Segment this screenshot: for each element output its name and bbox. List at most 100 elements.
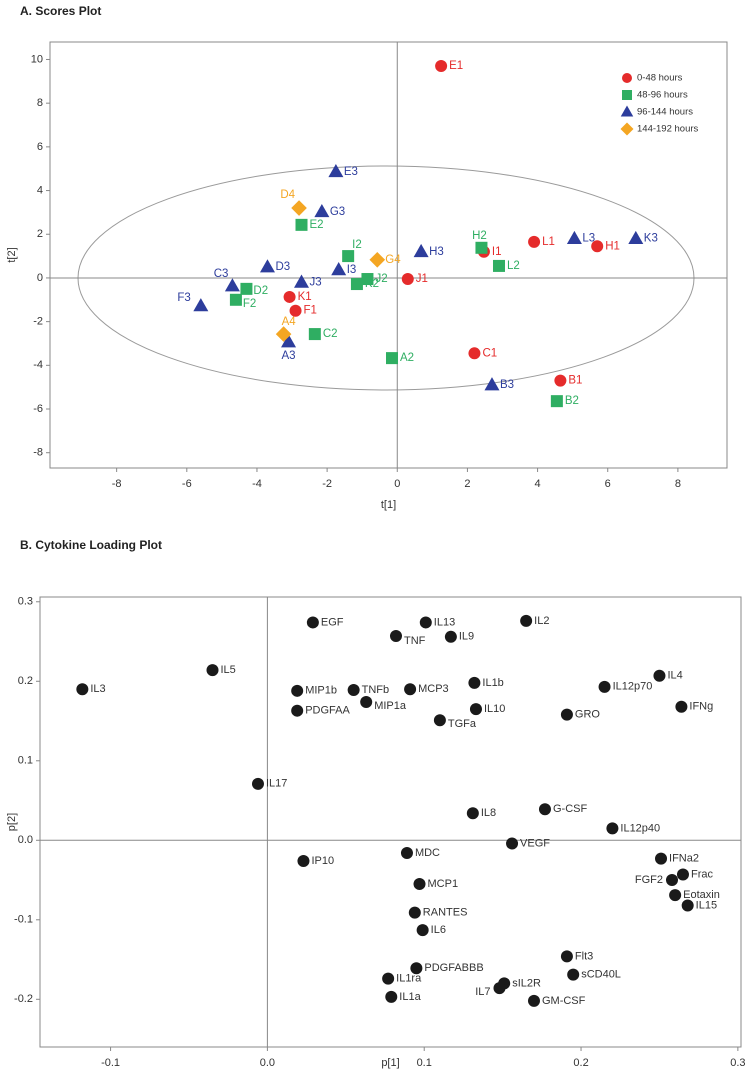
x-tick-label: 0: [394, 478, 400, 490]
data-point: [416, 924, 429, 937]
point-label: MCP1: [428, 878, 459, 890]
point-label: Frac: [691, 868, 714, 880]
point-label: IL6: [431, 924, 446, 936]
data-point: [554, 374, 567, 387]
point-label: EGF: [321, 616, 344, 628]
y-tick-label: 4: [37, 184, 43, 196]
y-tick-label: 0.0: [18, 834, 33, 846]
data-point: [435, 60, 448, 73]
data-point: [468, 676, 481, 689]
point-label: IL9: [459, 631, 474, 643]
point-label: F3: [177, 292, 190, 304]
point-label: Eotaxin: [683, 889, 720, 901]
data-point: [410, 962, 423, 975]
point-label: MDC: [415, 847, 440, 859]
point-label: D2: [253, 285, 268, 297]
data-point: [360, 695, 373, 708]
point-label: IL13: [434, 616, 455, 628]
data-point: [675, 700, 688, 713]
y-tick-label: -6: [33, 403, 43, 415]
point-label: K1: [298, 291, 312, 303]
data-point: [550, 395, 563, 408]
data-point: [413, 243, 429, 258]
data-point: [251, 777, 264, 790]
point-label: C2: [323, 328, 338, 340]
data-point: [469, 703, 482, 716]
data-point: [404, 683, 417, 696]
x-tick-label: 0.1: [417, 1057, 432, 1069]
data-point: [653, 669, 666, 682]
legend-marker: [620, 105, 634, 117]
y-tick-label: 8: [37, 97, 43, 109]
point-label: A4: [282, 316, 297, 328]
point-label: TGFa: [448, 718, 477, 730]
data-point: [385, 990, 398, 1003]
chart-title: A. Scores Plot: [20, 4, 101, 18]
data-point: [382, 972, 395, 985]
point-label: IL15: [696, 899, 717, 911]
point-label: E3: [344, 166, 358, 178]
point-label: Flt3: [575, 950, 593, 962]
data-point: [294, 274, 310, 288]
data-point: [342, 250, 355, 263]
point-label: H2: [472, 230, 487, 242]
point-label: GRO: [575, 709, 601, 721]
data-point: [259, 259, 275, 273]
point-label: D4: [280, 189, 295, 201]
point-label: D3: [275, 261, 290, 273]
point-label: B2: [565, 395, 579, 407]
point-label: J1: [416, 273, 428, 285]
y-tick-label: 10: [31, 53, 43, 65]
y-tick-label: -2: [33, 316, 43, 328]
y-tick-label: 2: [37, 228, 43, 240]
point-label: I3: [347, 264, 357, 276]
data-point: [369, 252, 386, 268]
data-point: [466, 807, 479, 820]
data-point: [350, 278, 363, 291]
data-point: [408, 906, 421, 919]
point-label: G-CSF: [553, 803, 588, 815]
point-label: IFNa2: [669, 852, 699, 864]
x-tick-label: 0.0: [260, 1057, 275, 1069]
data-point: [76, 683, 89, 696]
point-label: IL12p70: [613, 681, 653, 693]
data-point: [506, 837, 519, 850]
point-label: IL4: [667, 670, 682, 682]
point-label: sCD40L: [581, 969, 621, 981]
data-point: [291, 704, 304, 717]
data-point: [560, 950, 573, 963]
legend-label: 0-48 hours: [637, 73, 683, 84]
point-label: B3: [500, 379, 514, 391]
data-point: [628, 230, 644, 245]
data-point: [389, 629, 402, 642]
x-axis-label: p[1]: [381, 1057, 399, 1069]
chart-title: B. Cytokine Loading Plot: [20, 538, 162, 552]
point-label: PDGFAA: [305, 705, 350, 717]
data-point: [484, 377, 500, 391]
point-label: K2: [365, 278, 379, 290]
point-label: TNFb: [362, 684, 390, 696]
legend-label: 144-192 hours: [637, 124, 699, 135]
data-point: [400, 847, 413, 860]
point-label: H1: [605, 240, 620, 252]
data-point: [289, 304, 302, 317]
point-label: H3: [429, 246, 444, 258]
point-label: IL10: [484, 703, 505, 715]
point-label: E2: [310, 219, 324, 231]
y-tick-label: -4: [33, 359, 43, 371]
data-point: [598, 680, 611, 693]
point-label: IL17: [266, 778, 287, 790]
data-point: [386, 352, 399, 365]
data-point: [193, 298, 209, 312]
plot-frame: [39, 596, 742, 1048]
point-label: I1: [492, 246, 502, 258]
point-label: IL1a: [399, 991, 421, 1003]
data-point: [606, 822, 619, 835]
data-point: [444, 630, 457, 643]
y-tick-label: -8: [33, 447, 43, 459]
y-tick-label: 6: [37, 141, 43, 153]
point-label: MIP1b: [305, 685, 337, 697]
data-point: [591, 240, 604, 253]
data-point: [475, 241, 488, 254]
